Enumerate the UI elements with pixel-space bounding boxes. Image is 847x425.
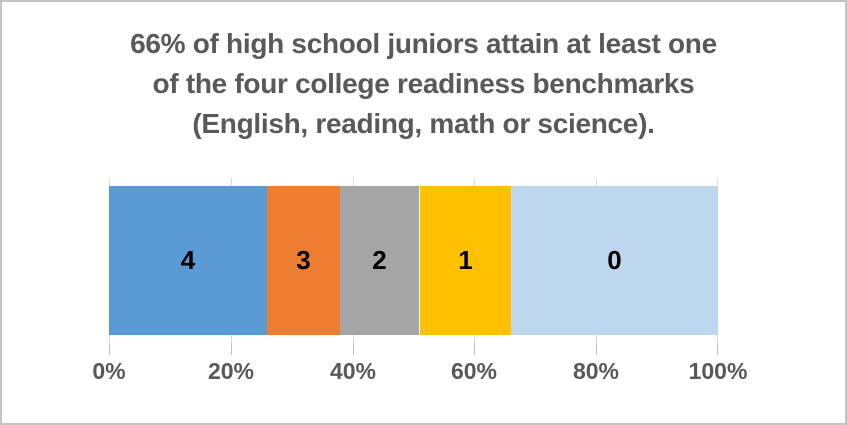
bar-segment-label: 0: [607, 245, 622, 275]
axis-tick-0pct: [109, 343, 110, 355]
axis-tick-40pct: [353, 343, 354, 355]
bar-segment-label: 3: [296, 245, 311, 275]
bar-segment-1-benchmark[interactable]: 1: [420, 186, 511, 335]
axis-tick-60pct: [474, 343, 475, 355]
chart-title: 66% of high school juniors attain at lea…: [2, 24, 845, 144]
chart-title-line-1: 66% of high school juniors attain at lea…: [130, 28, 717, 59]
bar-segment-3-benchmarks[interactable]: 3: [267, 186, 340, 335]
x-axis-tick-label: 40%: [329, 358, 377, 384]
bar-segment-label: 1: [458, 245, 473, 275]
bar-segment-label: 4: [180, 245, 196, 275]
x-axis-tick-label: 80%: [572, 358, 620, 384]
x-axis-tick-label: 100%: [688, 358, 748, 384]
bar-segment-4-benchmarks[interactable]: 4: [109, 186, 267, 335]
chart-title-line-2: of the four college readiness benchmarks: [152, 68, 695, 99]
x-axis-tick-label: 0%: [92, 358, 126, 384]
bar-segment-2-benchmarks[interactable]: 2: [340, 186, 419, 335]
axis-tick-80pct: [596, 343, 597, 355]
bar-segment-label: 2: [372, 245, 387, 275]
x-axis-tick-label: 60%: [450, 358, 498, 384]
x-axis-tick-label: 20%: [207, 358, 255, 384]
axis-tick-20pct: [231, 343, 232, 355]
bar-segment-0-benchmarks[interactable]: 0: [511, 186, 718, 335]
axis-tick-100pct: [717, 343, 718, 355]
plot-area: 4 3 2 1 0: [109, 178, 718, 355]
stacked-bar: 4 3 2 1 0: [109, 186, 718, 335]
x-axis: 0% 20% 40% 60% 80% 100%: [92, 358, 747, 388]
chart-title-line-3: (English, reading, math or science).: [192, 108, 655, 139]
